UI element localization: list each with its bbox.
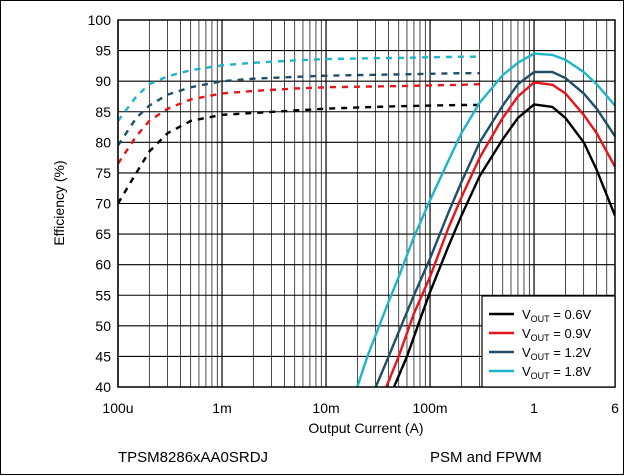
y-tick-label: 80 <box>95 134 111 150</box>
fpwm-efficiency-curve <box>374 70 615 387</box>
x-tick-label: 1 <box>530 400 538 416</box>
x-tick-labels: 100u 1m 10m 100m 1 6 <box>102 400 619 416</box>
x-tick-label: 10m <box>312 400 339 416</box>
x-tick-label: 6 <box>611 400 619 416</box>
legend-label: VOUT = 1.8V <box>522 364 592 381</box>
y-tick-label: 65 <box>95 226 111 242</box>
fpwm-efficiency-curve <box>385 81 615 387</box>
y-tick-label: 45 <box>95 348 111 364</box>
y-tick-label: 75 <box>95 165 111 181</box>
y-tick-label: 70 <box>95 196 111 212</box>
x-tick-label: 1m <box>212 400 231 416</box>
mode-caption: PSM and FPWM <box>430 449 542 466</box>
legend: VOUT = 0.6V VOUT = 0.9V VOUT = 1.2V VOUT = … <box>481 295 616 388</box>
y-tick-label: 85 <box>95 104 111 120</box>
psm-efficiency-curve <box>118 103 480 205</box>
y-tick-label: 90 <box>95 73 111 89</box>
efficiency-curves <box>118 52 615 387</box>
fpwm-efficiency-curve <box>392 103 615 387</box>
y-tick-labels: 40 45 50 55 60 65 70 75 80 85 90 95 100 <box>88 12 112 395</box>
plot-area-border <box>117 19 616 388</box>
x-tick-label: 100u <box>102 400 133 416</box>
y-axis-label: Efficiency (%) <box>51 160 67 245</box>
device-caption: TPSM8286xAA0SRDJ <box>118 449 269 466</box>
psm-efficiency-curve <box>118 71 480 147</box>
y-tick-label: 50 <box>95 318 111 334</box>
x-tick-label: 100m <box>413 400 448 416</box>
fpwm-efficiency-curve <box>356 52 615 387</box>
x-axis-label: Output Current (A) <box>308 420 423 436</box>
y-tick-label: 100 <box>88 12 112 28</box>
psm-efficiency-curve <box>118 55 480 122</box>
legend-label: VOUT = 0.6V <box>522 307 592 324</box>
y-tick-label: 40 <box>95 379 111 395</box>
legend-label: VOUT = 1.2V <box>522 345 592 362</box>
y-tick-label: 95 <box>95 43 111 59</box>
y-tick-label: 60 <box>95 257 111 273</box>
y-tick-label: 55 <box>95 287 111 303</box>
psm-efficiency-curve <box>118 83 480 165</box>
legend-label: VOUT = 0.9V <box>522 326 592 343</box>
